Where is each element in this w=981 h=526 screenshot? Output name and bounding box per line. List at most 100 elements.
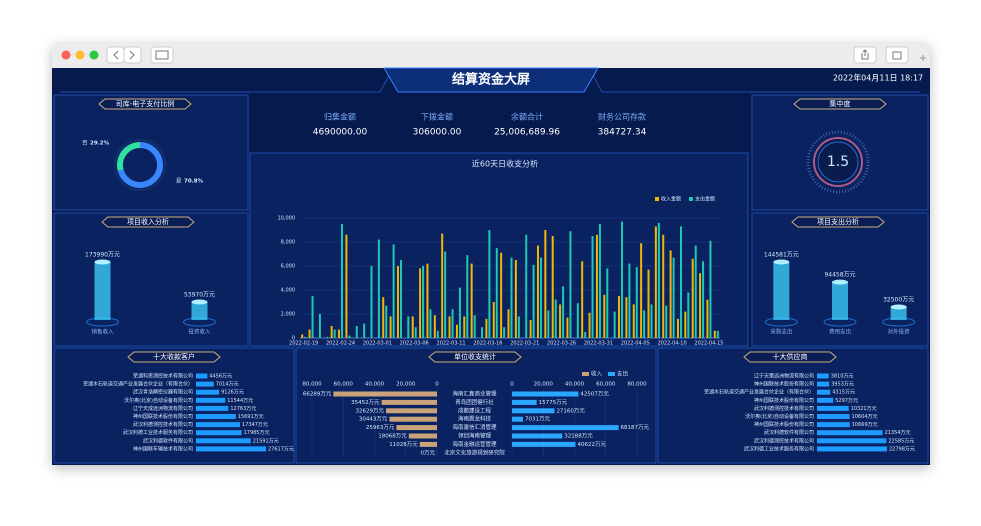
minimize-button[interactable] (75, 50, 85, 60)
cylinder-value-label: 53970万元 (184, 292, 215, 299)
legend-swatch (689, 197, 693, 201)
cylinder-value-label: 32500万元 (883, 296, 914, 303)
back-button[interactable] (106, 46, 125, 64)
stat-value: 306000.00 (413, 128, 462, 138)
category-label: 海南汇鑫商业管理 (452, 390, 497, 398)
bar (536, 245, 539, 338)
bar (512, 416, 523, 422)
x-tick-label: 2022-02-19 (289, 341, 318, 347)
category-label: 沃尔奥(北京)自动设备有限公司 (124, 397, 193, 404)
zoom-button[interactable] (89, 50, 99, 60)
stat-value: 384727.34 (598, 128, 647, 138)
legend-label: 收入 (591, 370, 603, 378)
bar (503, 327, 506, 338)
value-label: 35452万元 (351, 399, 380, 406)
cylinder-bar (94, 262, 111, 320)
bar (817, 373, 829, 379)
bar (507, 309, 510, 338)
category-label: 武汉利德软件有限公司 (764, 429, 814, 436)
bar (473, 315, 476, 338)
datetime: 2022年04月11日 18:17 (833, 73, 923, 83)
tabs-button[interactable] (885, 46, 909, 64)
bar (441, 233, 444, 338)
panel-title-badge (428, 351, 522, 363)
bar (408, 433, 437, 439)
bar (448, 316, 451, 338)
category-label: 武汉利德工业技术服务有限公司 (744, 445, 814, 452)
bar (532, 264, 535, 338)
cylinder-category: 对外投资 (888, 328, 911, 336)
legend-swatch (608, 372, 615, 376)
share-icon (861, 49, 869, 60)
panel-title: 司库-电子支付比例 (116, 99, 175, 108)
bar (576, 303, 579, 338)
x-tick-label: 80,000 (302, 382, 322, 388)
bar (301, 334, 304, 338)
bar (650, 304, 653, 338)
category-label: 海南金融运营管理 (452, 440, 497, 448)
bar (591, 236, 594, 338)
value-label: 7031万元 (525, 416, 550, 423)
forward-button[interactable] (123, 46, 142, 64)
bar (385, 305, 388, 338)
x-tick-label: 80,000 (627, 382, 647, 388)
cylinder-top (773, 259, 790, 265)
cylinder-category: 费用支出 (829, 328, 851, 336)
x-tick-label: 2022-04-15 (694, 341, 723, 347)
bar (426, 263, 429, 338)
category-label: 沃尔奥(北京)自动设备有限公司 (745, 413, 814, 420)
value-label: 30443万元 (359, 416, 388, 423)
value-label: 17985万元 (244, 430, 270, 436)
value-label: 5297万元 (835, 398, 858, 404)
value-label: 25963万元 (366, 424, 395, 431)
bar (196, 446, 266, 452)
new-tab-button[interactable] (920, 55, 926, 61)
bar (512, 441, 576, 447)
header-line (60, 69, 920, 93)
bar (458, 287, 461, 338)
gauge-inner (817, 141, 859, 183)
category-label: 神州国联技术股份有限公司 (754, 397, 814, 404)
category-label: 芜湖木石轨道交通产业发展合伙企业（有限合伙） (83, 381, 193, 388)
x-tick-label: 2022-03-06 (400, 341, 429, 347)
category-label: 武汉利德测控技术有限公司 (754, 405, 814, 412)
sidebar-button[interactable] (150, 46, 174, 64)
bar (433, 315, 436, 338)
bar (414, 327, 417, 338)
x-tick-label: 0 (435, 382, 439, 388)
bar (377, 239, 380, 338)
bar (654, 226, 657, 338)
bar (817, 381, 830, 387)
bar (399, 260, 402, 338)
bar (676, 318, 679, 338)
bar (669, 250, 672, 338)
value-label: 11028万元 (389, 441, 418, 448)
category-label: 武汉青浩精密仪器有限公司 (133, 389, 193, 396)
bar (817, 414, 850, 419)
close-button[interactable] (61, 50, 71, 60)
bar (628, 263, 631, 338)
panel-title: 集中度 (830, 99, 851, 108)
bar (345, 234, 348, 338)
y-tick-label: 10,000 (278, 216, 296, 222)
bar (338, 329, 341, 338)
bar (318, 314, 321, 338)
bar (687, 292, 690, 338)
bar (419, 441, 437, 447)
bar (196, 381, 214, 387)
legend-swatch (655, 197, 659, 201)
bar (196, 438, 251, 444)
value-label: 22585万元 (888, 438, 914, 444)
bar (196, 397, 226, 403)
category-label: 芜湖木石轨道交通产业发展合伙企业（有限合伙） (704, 389, 814, 396)
bar (699, 273, 702, 338)
bar (640, 243, 643, 338)
bar (363, 323, 366, 338)
stat-label: 下拨金额 (421, 112, 453, 122)
x-tick-label: 2022-03-31 (584, 341, 613, 347)
tabs-icon (892, 51, 902, 60)
bar (196, 430, 242, 436)
panel-title-badge (98, 98, 192, 110)
bar (595, 234, 598, 338)
bar (348, 335, 351, 338)
